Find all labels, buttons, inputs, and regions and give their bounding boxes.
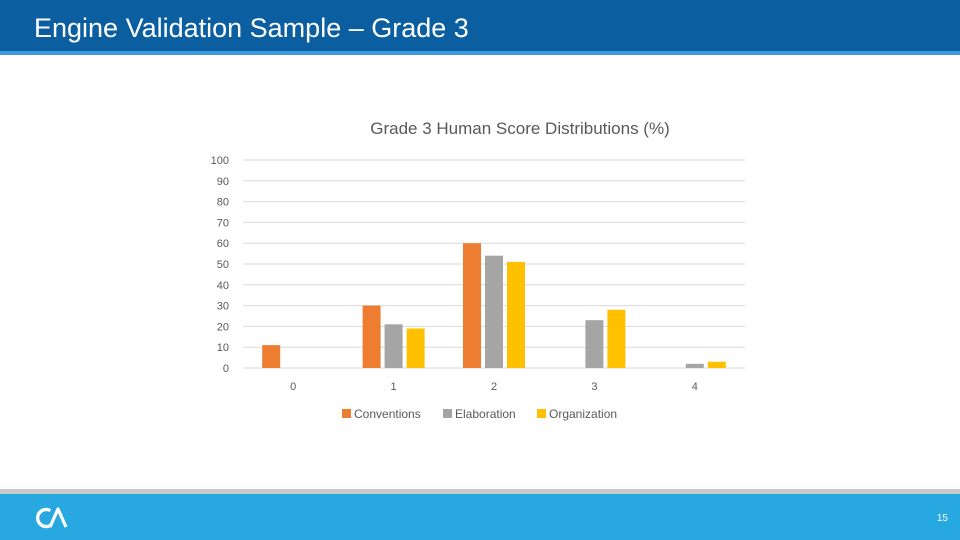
page-number: 15 (936, 513, 948, 524)
bar-organization-3 (607, 309, 626, 368)
y-tick-label: 60 (217, 238, 229, 250)
chart-title: Grade 3 Human Score Distributions (%) (370, 119, 670, 138)
x-tick-label: 1 (391, 381, 397, 393)
bar-conventions-1 (362, 305, 381, 368)
chart-area: Grade 3 Human Score Distributions (%) 0 10… (190, 100, 770, 440)
bar-elaboration-3 (585, 320, 604, 368)
ca-logo (35, 507, 68, 529)
bar-elaboration-4 (685, 363, 704, 368)
bar-organization-1 (406, 328, 425, 368)
bar-organization-2 (507, 261, 525, 368)
y-tick-label: 20 (217, 321, 229, 333)
y-tick-label: 90 (217, 176, 229, 188)
x-tick-label: 3 (591, 381, 597, 393)
y-tick-label: 0 (223, 363, 229, 375)
header-rule (0, 51, 960, 55)
legend-swatch-organization (537, 409, 546, 418)
y-tick-label: 70 (217, 217, 229, 229)
bar-chart: Grade 3 Human Score Distributions (%)010… (211, 119, 745, 421)
y-tick-label: 10 (217, 342, 229, 354)
bar-organization-4 (707, 361, 726, 368)
y-tick-label: 30 (217, 301, 229, 313)
legend-label: Conventions (354, 407, 421, 421)
footer-stripe (0, 489, 960, 494)
bar-elaboration-2 (485, 255, 503, 368)
legend-swatch-elaboration (443, 409, 452, 418)
legend-swatch-conventions (342, 409, 351, 418)
x-tick-label: 4 (692, 381, 698, 393)
slide-title: Engine Validation Sample – Grade 3 (34, 13, 469, 43)
y-tick-label: 80 (217, 197, 229, 209)
x-tick-label: 2 (491, 381, 497, 393)
y-tick-label: 40 (217, 280, 229, 292)
y-tick-label: 50 (217, 259, 229, 271)
x-tick-label: 0 (290, 381, 296, 393)
slide-header: Engine Validation Sample – Grade 3 (0, 0, 960, 51)
bar-conventions-0 (262, 345, 281, 368)
legend-label: Organization (549, 407, 617, 421)
slide-footer (0, 494, 960, 540)
bar-elaboration-1 (384, 324, 403, 368)
y-tick-label: 100 (211, 155, 229, 167)
legend-label: Elaboration (455, 407, 516, 421)
bar-conventions-2 (463, 243, 481, 368)
